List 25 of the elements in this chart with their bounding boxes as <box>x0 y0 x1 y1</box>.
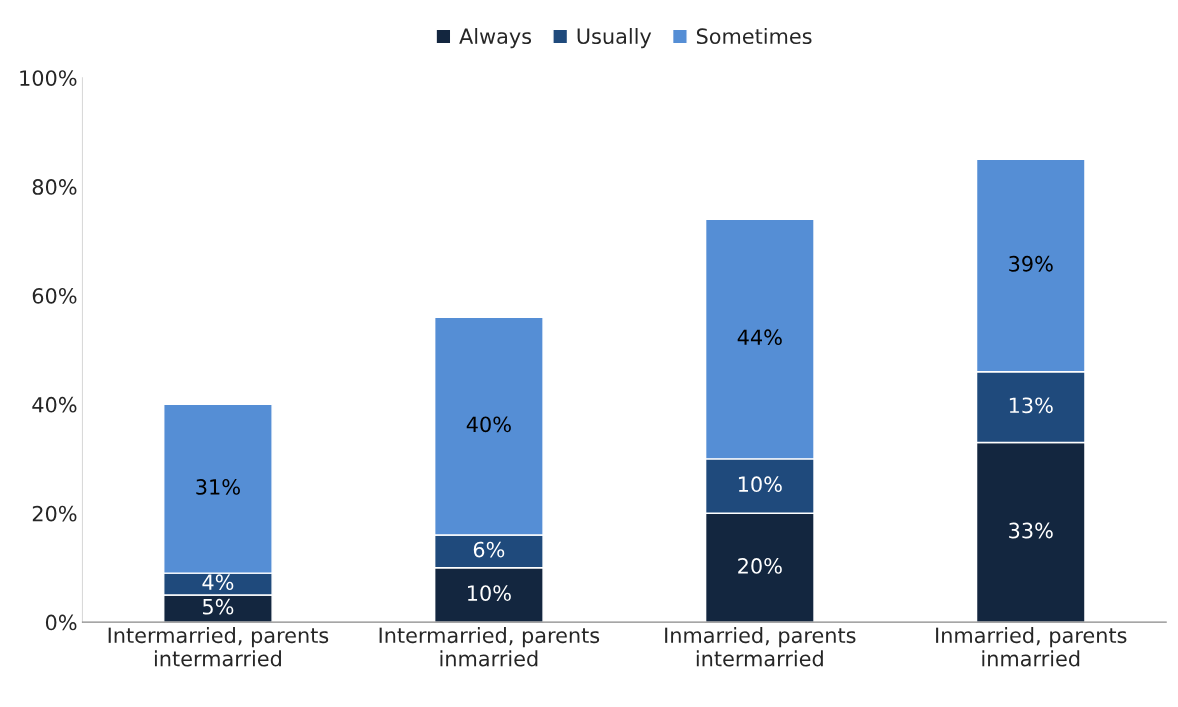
legend-label: Usually <box>577 27 652 49</box>
y-tick-label: 20% <box>32 505 77 522</box>
y-tick-label: 60% <box>32 287 77 304</box>
y-tick-label: 40% <box>32 396 77 413</box>
x-tick-label: Intermarried, parents inmarried <box>379 627 600 667</box>
data-label: 10% <box>738 476 782 493</box>
data-label: 40% <box>466 416 511 433</box>
y-tick-label: 0% <box>45 614 77 631</box>
x-tick-label: Intermarried, parents intermarried <box>108 627 329 667</box>
y-tick-label: 80% <box>32 179 77 195</box>
data-label: 31% <box>196 479 240 495</box>
legend-label: Sometimes <box>696 27 812 45</box>
data-label: 6% <box>473 541 505 558</box>
x-tick-label: Inmarried, parents inmarried <box>936 627 1127 667</box>
data-label: 10% <box>468 585 511 601</box>
data-label: 13% <box>1009 397 1053 414</box>
data-label: 4% <box>202 574 234 591</box>
data-label: 39% <box>1009 255 1053 272</box>
data-label: 20% <box>738 558 782 574</box>
data-label: 44% <box>737 329 782 346</box>
x-tick-label: Inmarried, parents intermarried <box>665 627 856 667</box>
data-label: 33% <box>1009 522 1053 539</box>
data-label: 5% <box>203 598 234 615</box>
y-tick-label: 100% <box>20 70 77 86</box>
legend-label: Always <box>459 27 532 49</box>
